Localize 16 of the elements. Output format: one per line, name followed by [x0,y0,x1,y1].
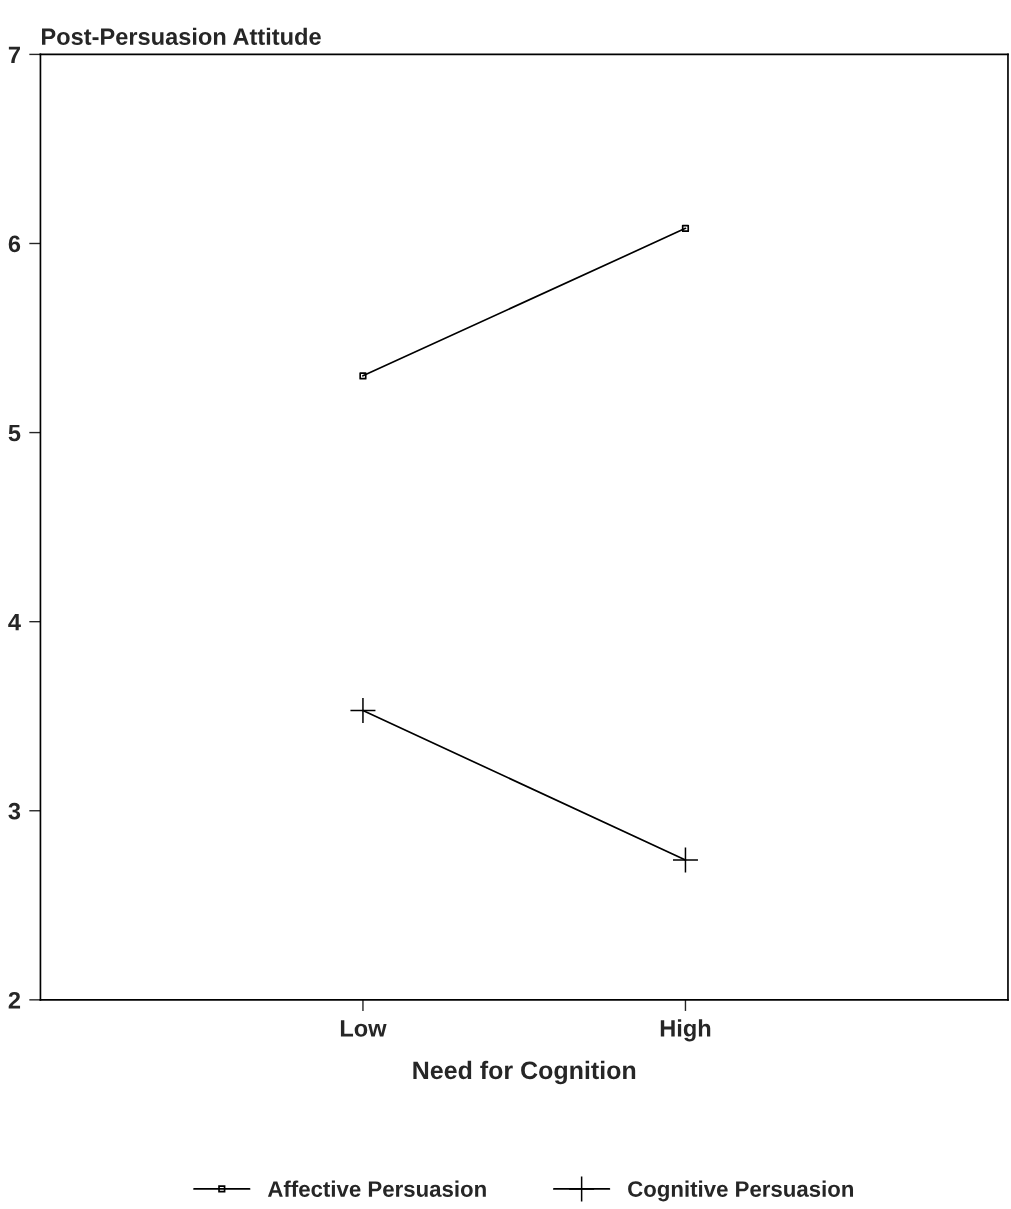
point [350,698,376,724]
x-axis-title: Need for Cognition [413,1060,636,1085]
y-tick-label: 2 [8,991,21,1009]
y-tick-label: 7 [8,46,20,63]
y-axis-title: Post-Persuasion Attitude [42,27,321,46]
legend-label: Cognitive Persuasion [628,1180,854,1202]
legend-label: Affective Persuasion [267,1180,486,1197]
x-tick-label: Low [340,1020,387,1037]
point [672,847,698,873]
y-tick-label: 5 [8,424,21,442]
point [681,224,690,232]
y-tick-label: 6 [8,235,21,253]
point [359,372,367,380]
x-tick-label: High [660,1019,711,1042]
y-tick-label: 4 [8,613,21,631]
y-tick-label: 3 [8,802,21,820]
